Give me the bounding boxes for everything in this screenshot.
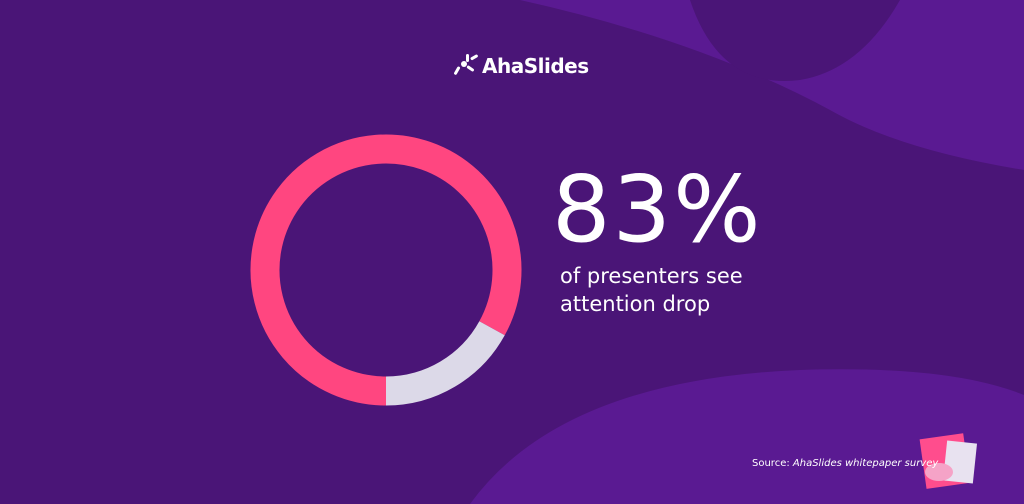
bg-shape: [690, 0, 900, 81]
donut-segment: [385, 320, 505, 406]
headline-value: 83%: [552, 156, 763, 263]
donut-segment: [250, 134, 522, 406]
brand: AhaSlides: [482, 54, 589, 78]
source-text: AhaSlides whitepaper survey: [792, 458, 939, 469]
book-illustration: [919, 433, 978, 489]
caption: of presenters see attention drop: [560, 264, 743, 316]
logo-icon: [454, 54, 478, 75]
bg-shape: [470, 369, 1024, 504]
source-label: Source:: [752, 458, 790, 469]
bg-shape: [520, 0, 1024, 170]
source: Source: AhaSlides whitepaper survey: [752, 458, 938, 469]
